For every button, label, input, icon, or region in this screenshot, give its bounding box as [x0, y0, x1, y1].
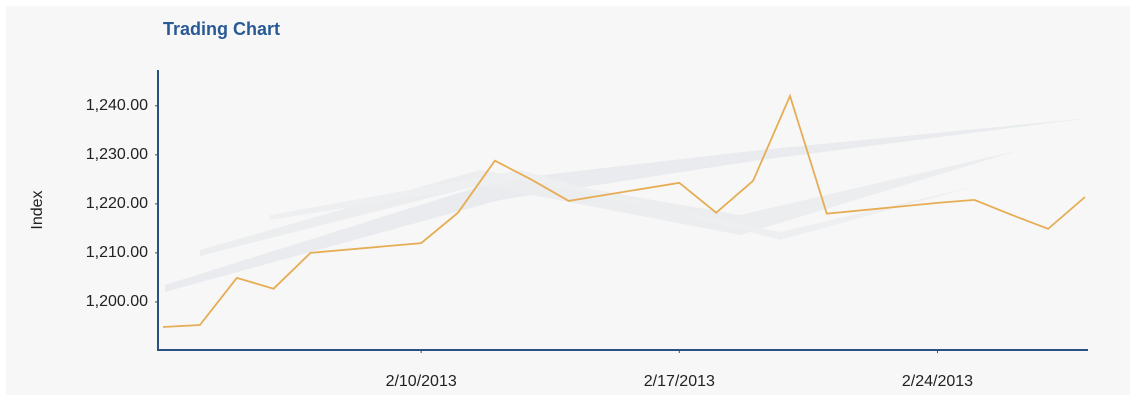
- y-tick-label: 1,220.00: [86, 195, 148, 212]
- y-tick-label: 1,210.00: [86, 244, 148, 261]
- series-line: [162, 93, 1086, 328]
- x-tick-label: 2/24/2013: [902, 373, 973, 390]
- y-tick-label: 1,230.00: [86, 146, 148, 163]
- y-tick-label: 1,240.00: [86, 97, 148, 114]
- x-tick-label: 2/10/2013: [386, 373, 457, 390]
- swoosh: [270, 170, 980, 240]
- x-tick-label: 2/17/2013: [644, 373, 715, 390]
- y-tick-label: 1,200.00: [86, 293, 148, 310]
- background-swoosh: [165, 118, 1090, 292]
- y-axis-label: Index: [29, 190, 46, 229]
- chart-title: Trading Chart: [163, 19, 280, 39]
- swoosh: [200, 150, 1020, 256]
